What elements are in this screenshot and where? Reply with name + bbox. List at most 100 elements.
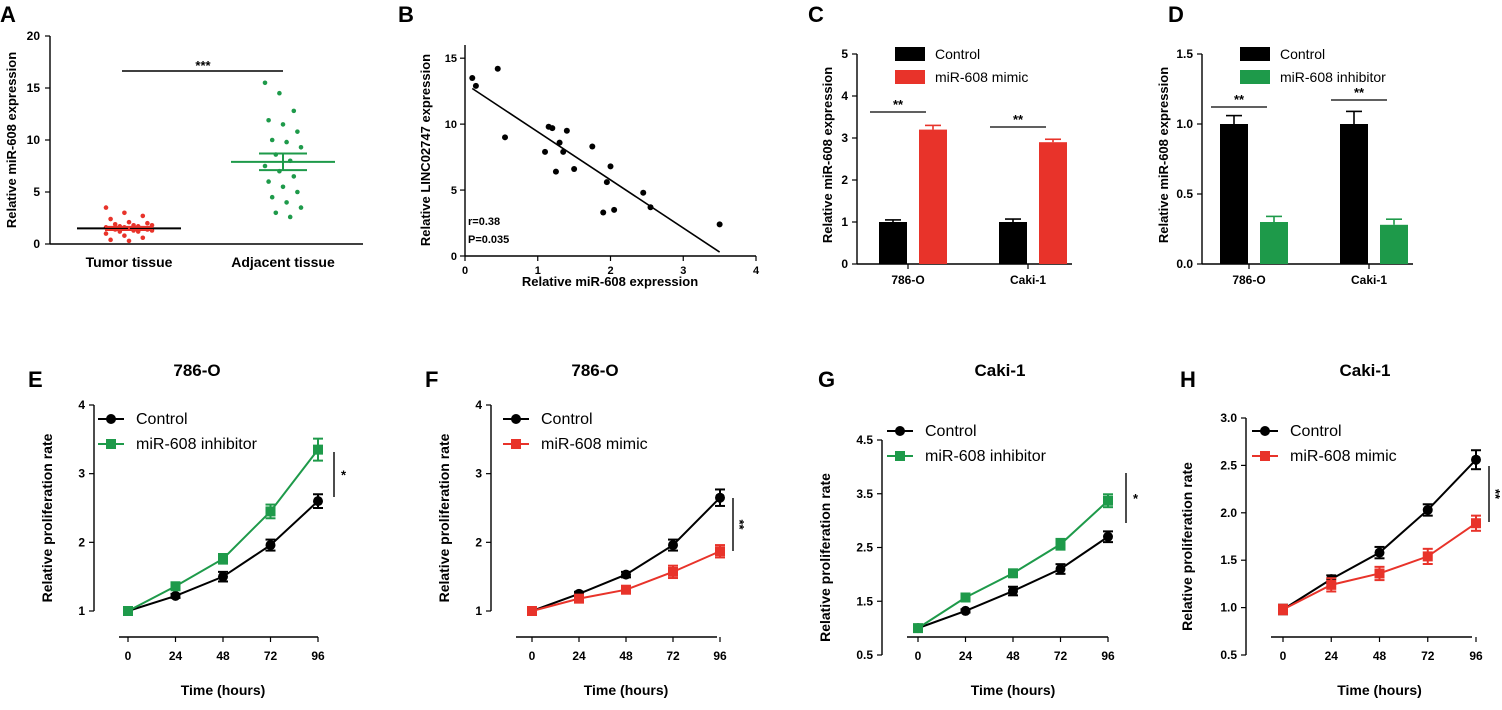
data-point-square: [1326, 579, 1337, 590]
data-point-circle: [313, 496, 323, 507]
y-tick-label: 5: [451, 185, 457, 197]
data-point-circle: [640, 189, 647, 196]
stat-p: P=0.035: [468, 234, 509, 246]
data-point-circle: [472, 82, 479, 89]
bar: [1039, 142, 1067, 264]
data-point-circle: [262, 163, 268, 169]
x-tick-label: 96: [713, 649, 727, 663]
data-point-circle: [716, 221, 723, 228]
y-tick-label: 1.0: [1176, 117, 1193, 131]
y-tick-label: 1.0: [1220, 601, 1237, 615]
data-point-circle: [106, 414, 116, 424]
panel-e: E 786-O 1 2 3 4 0 24 48 72 96 Time (hours) Relative …: [28, 361, 347, 698]
data-point-square: [1260, 451, 1270, 461]
y-tick-label: 3: [78, 467, 85, 481]
x-tick-label: 48: [619, 649, 633, 663]
data-point-square: [123, 606, 133, 616]
y-tick-label: 4: [475, 398, 482, 412]
x-axis-label: Time (hours): [584, 682, 669, 698]
panel-f: F 786-O 1 2 3 4 0 24 48 72 96 Time (hours) Relative …: [425, 361, 747, 698]
x-tick-label: 24: [572, 649, 586, 663]
y-tick-label: 20: [27, 29, 41, 43]
y-tick-label: 4: [78, 398, 85, 412]
panel-h: H Caki-1 0.5 1.0 1.5 2.0 2.5 3.0 0 24 48 72 96 Time (…: [1179, 361, 1502, 698]
data-point-circle: [542, 148, 549, 155]
stat-r: r=0.38: [468, 216, 500, 228]
data-point-circle: [511, 414, 521, 424]
y-axis-label: Relative LINC02747 expression: [418, 54, 433, 246]
y-axis-label: Relative miR-608 expression: [1156, 67, 1171, 243]
panel-label: C: [808, 2, 824, 27]
x-tick-label: 4: [753, 265, 760, 277]
x-axis-label: Time (hours): [1337, 682, 1422, 698]
data-point-square: [715, 546, 725, 557]
significance-mark: **: [732, 519, 747, 530]
data-point-circle: [284, 139, 289, 145]
y-tick-label: 4: [841, 89, 848, 103]
y-tick-label: 15: [27, 81, 41, 95]
data-point-circle: [266, 179, 271, 184]
y-tick-label: 3: [475, 467, 482, 481]
x-category-label: Tumor tissue: [86, 254, 173, 270]
data-point-circle: [140, 213, 146, 219]
panel-label: B: [398, 2, 414, 27]
data-point-circle: [607, 163, 614, 170]
y-tick-label: 5: [33, 185, 40, 199]
significance-mark: **: [893, 97, 904, 112]
chart-title: 786-O: [571, 361, 618, 380]
panel-label: D: [1168, 2, 1184, 27]
y-tick-label: 4.5: [856, 433, 873, 447]
data-point-circle: [284, 200, 289, 205]
bar: [999, 222, 1027, 264]
data-point-circle: [600, 209, 607, 216]
panel-label: G: [818, 367, 835, 392]
data-point-circle: [145, 220, 150, 226]
x-tick-label: 48: [1373, 649, 1387, 663]
legend-label: Control: [136, 411, 188, 428]
data-point-circle: [112, 221, 118, 227]
x-tick-label: 72: [264, 649, 278, 663]
data-point-circle: [1422, 504, 1433, 515]
x-tick-label: 0: [462, 265, 468, 277]
bar: [1340, 124, 1368, 264]
series-line: [917, 500, 1109, 629]
chart-title: Caki-1: [1339, 361, 1390, 380]
y-tick-label: 0: [33, 237, 40, 251]
data-point-circle: [269, 194, 275, 200]
data-point-circle: [277, 90, 282, 96]
x-tick-label: 48: [216, 649, 230, 663]
y-tick-label: 15: [445, 53, 457, 65]
data-point-circle: [122, 233, 127, 238]
panel-label: E: [28, 367, 43, 392]
y-tick-label: 10: [27, 133, 41, 147]
data-point-circle: [265, 540, 276, 551]
x-tick-label: 72: [666, 649, 680, 663]
y-axis-label: Relative proliferation rate: [1179, 462, 1195, 631]
data-point-circle: [108, 237, 113, 243]
data-point-circle: [1374, 547, 1385, 558]
panel-g: G Caki-1 0.5 1.5 2.5 3.5 4.5 0 24 48 72 96 Time (hou…: [817, 361, 1139, 698]
data-point-square: [1008, 568, 1018, 579]
x-tick-label: 0: [125, 649, 132, 663]
data-point-square: [170, 581, 181, 592]
legend-label: miR-608 mimic: [541, 436, 648, 453]
bar: [1220, 124, 1248, 264]
data-point-circle: [621, 569, 631, 580]
legend-label: miR-608 mimic: [935, 69, 1028, 85]
data-point-square: [106, 439, 116, 449]
legend-label: miR-608 mimic: [1290, 448, 1397, 465]
bar: [1380, 224, 1408, 264]
panel-label: A: [0, 2, 16, 27]
x-tick-label: 3: [680, 265, 686, 277]
data-point-circle: [549, 125, 556, 132]
data-point-square: [313, 444, 323, 455]
y-axis-label: Relative proliferation rate: [436, 433, 452, 602]
legend-label: Control: [1280, 46, 1325, 62]
data-point-circle: [715, 492, 725, 503]
regression-line: [471, 87, 721, 253]
data-point-circle: [295, 189, 300, 195]
data-point-circle: [126, 219, 132, 225]
data-point-circle: [469, 74, 476, 81]
y-tick-label: 2.5: [856, 541, 873, 555]
